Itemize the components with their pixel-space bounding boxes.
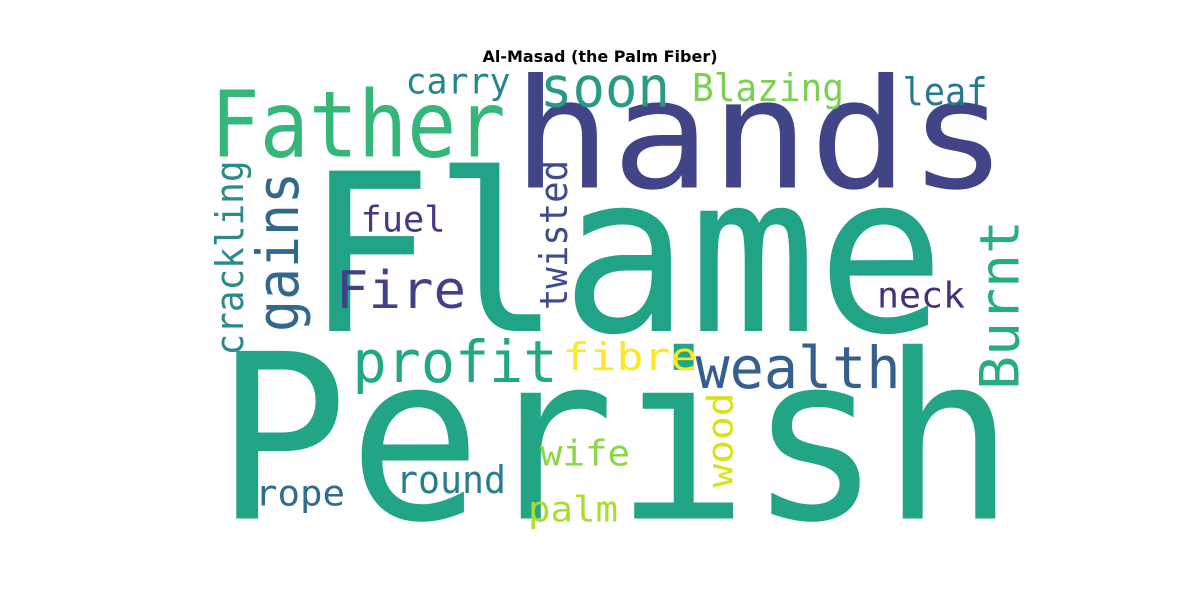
word-crackling: crackling — [208, 161, 252, 356]
word-fire: Fire — [336, 261, 466, 321]
word-neck: neck — [877, 276, 965, 317]
word-flame: Flame — [305, 127, 945, 383]
word-soon: soon — [540, 56, 670, 121]
word-twisted: twisted — [532, 160, 576, 310]
word-fibre: fibre — [563, 335, 698, 379]
word-perish: Perish — [215, 307, 1015, 574]
word-round: round — [396, 458, 506, 502]
word-fuel: fuel — [361, 200, 446, 241]
word-profit: profit — [353, 328, 558, 396]
word-palm: palm — [528, 490, 618, 531]
word-wife: wife — [540, 434, 630, 475]
chart-title: Al-Masad (the Palm Fiber) — [482, 47, 718, 66]
word-leaf: leaf — [903, 70, 988, 114]
word-burnt: Burnt — [969, 220, 1032, 390]
word-wealth: wealth — [696, 334, 901, 402]
word-blazing: Blazing — [692, 66, 844, 110]
word-rope: rope — [255, 474, 345, 515]
word-wood: wood — [701, 393, 742, 488]
word-gains: gains — [244, 172, 312, 332]
word-carry: carry — [406, 62, 511, 103]
word-father: Father — [211, 72, 506, 179]
word-hands: hands — [513, 47, 1008, 224]
